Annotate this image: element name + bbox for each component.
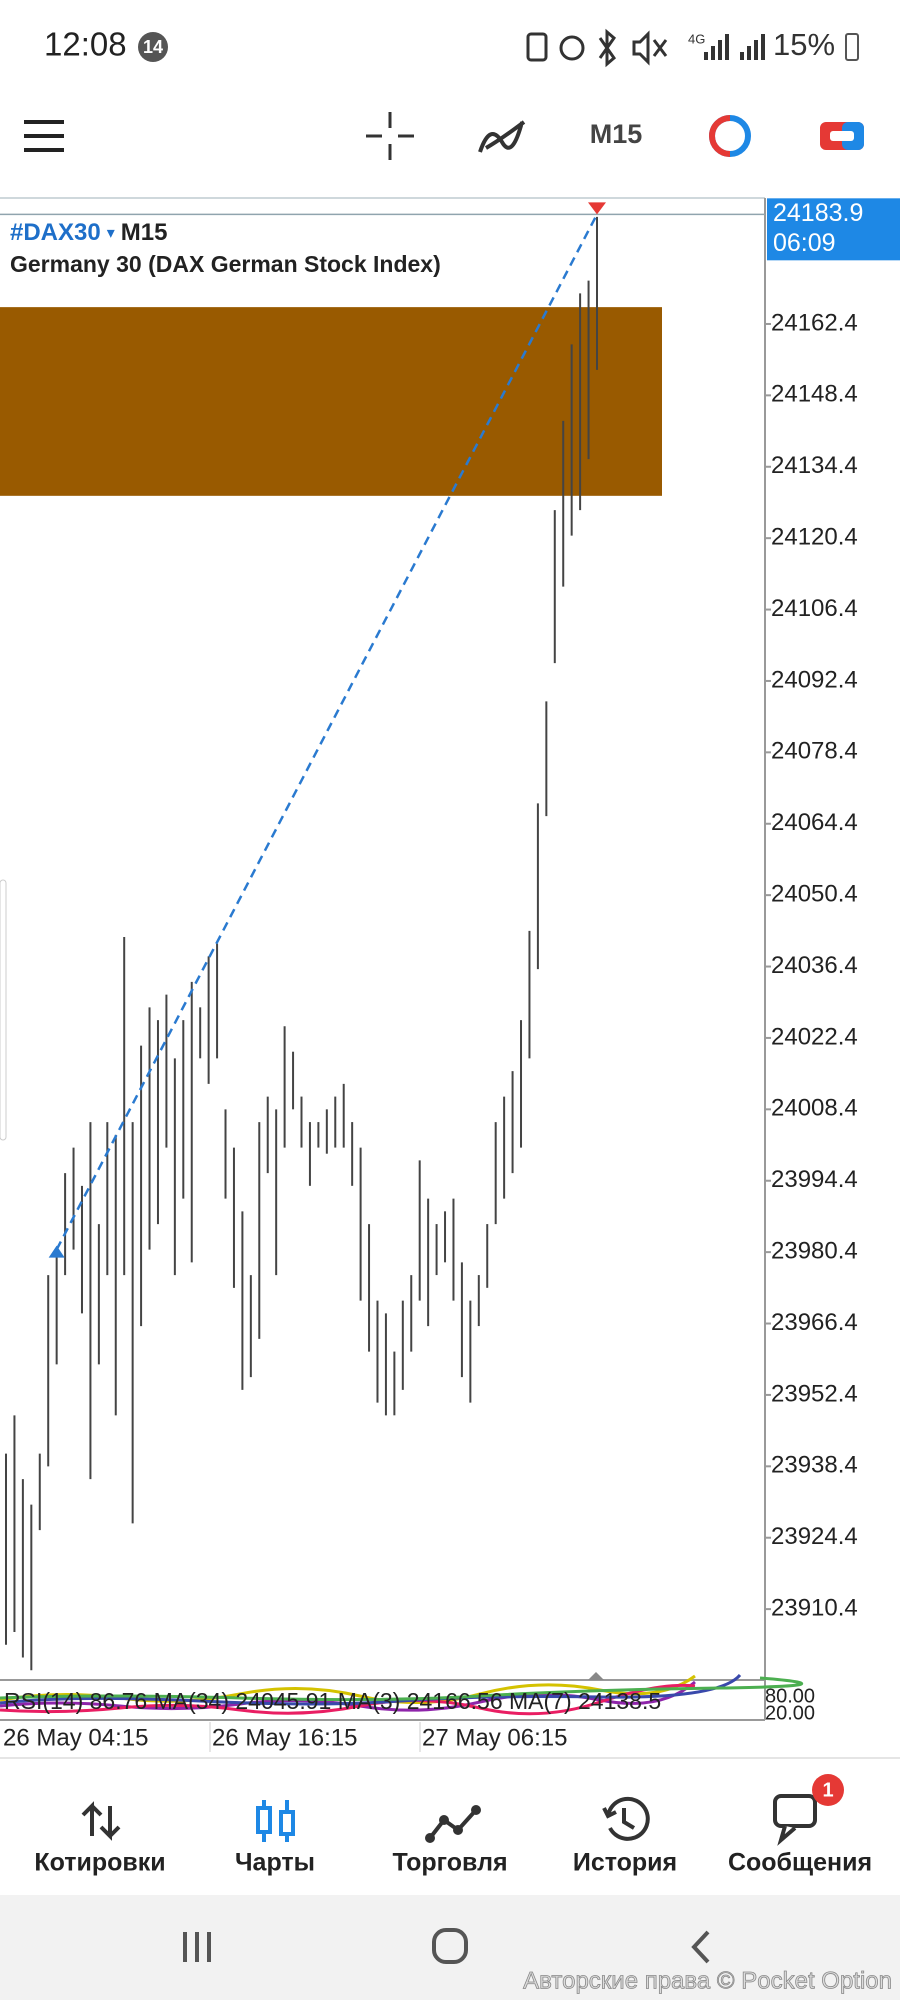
messages-badge: 1: [822, 1779, 833, 1801]
nav-label-active[interactable]: Чарты: [235, 1849, 315, 1877]
chart-header: #DAX30 ▾ M15: [10, 219, 167, 246]
y-tick-label: 24022.4: [771, 1023, 858, 1050]
system-nav: [0, 1895, 900, 2000]
indicator-lines: [0, 1673, 804, 1716]
clock: 12:08: [44, 26, 127, 63]
sell-arrow: [588, 202, 606, 215]
instrument-description: Germany 30 (DAX German Stock Index): [10, 251, 441, 277]
y-tick-label: 24092.4: [771, 666, 858, 693]
trade-button[interactable]: [820, 122, 864, 150]
y-tick-label: 24064.4: [771, 809, 858, 836]
y-tick-label: 24008.4: [771, 1095, 858, 1122]
indicators-button[interactable]: [478, 120, 526, 153]
status-icons: [526, 28, 668, 68]
y-tick-label: 23994.4: [771, 1166, 858, 1193]
watermark: Авторские права © Pocket Option: [523, 1967, 892, 1994]
badge-count: 14: [143, 37, 163, 57]
indicator-tick-label: 80.00: [765, 1685, 815, 1707]
battery-icon: [845, 33, 859, 61]
nav-label[interactable]: Торговля: [392, 1849, 507, 1877]
y-tick-label: 24050.4: [771, 880, 858, 907]
indicator-values: RSI(14) 86.76 MA(34) 24045.91 MA(3) 2416…: [4, 1688, 661, 1714]
nav-icon-history[interactable]: [602, 1796, 650, 1841]
current-price-time: 06:09: [773, 229, 836, 257]
crosshair-button[interactable]: [366, 112, 414, 160]
y-tick-label: 23938.4: [771, 1452, 858, 1479]
system-buttons[interactable]: [183, 1928, 710, 1964]
nav-icon-messages[interactable]: [773, 1774, 844, 1846]
nav-label[interactable]: Сообщения: [728, 1849, 872, 1877]
timeframe: M15: [121, 219, 168, 246]
current-price-box: [767, 198, 900, 261]
y-tick-label: 23952.4: [771, 1380, 858, 1407]
x-tick-label: 26 May 16:15: [212, 1724, 357, 1751]
y-tick-label: 24162.4: [771, 309, 858, 336]
y-tick-label: 24148.4: [771, 381, 858, 408]
nav-icon-quotes[interactable]: [81, 1801, 121, 1841]
y-tick-label: 24078.4: [771, 738, 858, 765]
y-tick-label: 23924.4: [771, 1523, 858, 1550]
chart: 24162.4 24148.4 24134.4 24120.4 24106.4 24092…: [0, 198, 900, 1671]
buy-arrow: [48, 1245, 65, 1258]
y-tick-label: 23980.4: [771, 1237, 858, 1264]
y-tick-label: 24120.4: [771, 524, 858, 551]
symbol[interactable]: #DAX30: [10, 219, 101, 246]
y-tick-label: 24106.4: [771, 595, 858, 622]
current-price-label: 24183.9: [773, 199, 863, 227]
nav-icon-charts[interactable]: [256, 1800, 295, 1842]
notification-badge: [138, 32, 168, 62]
nav-label[interactable]: Котировки: [34, 1849, 165, 1877]
scroll-marker: [588, 1672, 604, 1680]
signal-icons: [704, 34, 765, 60]
x-tick-label: 27 May 06:15: [422, 1724, 567, 1751]
nav-label[interactable]: История: [573, 1849, 677, 1877]
chart-type-button[interactable]: [709, 115, 751, 157]
indicator-tick-label: 20.00: [765, 1702, 815, 1724]
supply-zone: [0, 307, 662, 496]
battery-level: 15%: [773, 27, 835, 62]
y-tick-label: 23966.4: [771, 1309, 858, 1336]
nav-labels: Котировки Чарты Торговля История Сообщен…: [34, 1849, 872, 1877]
x-tick-label: 26 May 04:15: [3, 1724, 148, 1751]
nav-icon-trade[interactable]: [425, 1805, 481, 1843]
y-tick-label: 24036.4: [771, 952, 858, 979]
network-type: 4G: [688, 31, 705, 46]
side-handle[interactable]: [0, 879, 7, 1141]
menu-button[interactable]: [24, 120, 64, 152]
y-tick-label: 23910.4: [771, 1594, 858, 1621]
y-tick-label: 24134.4: [771, 452, 858, 479]
timeframe-button[interactable]: M15: [590, 119, 643, 149]
